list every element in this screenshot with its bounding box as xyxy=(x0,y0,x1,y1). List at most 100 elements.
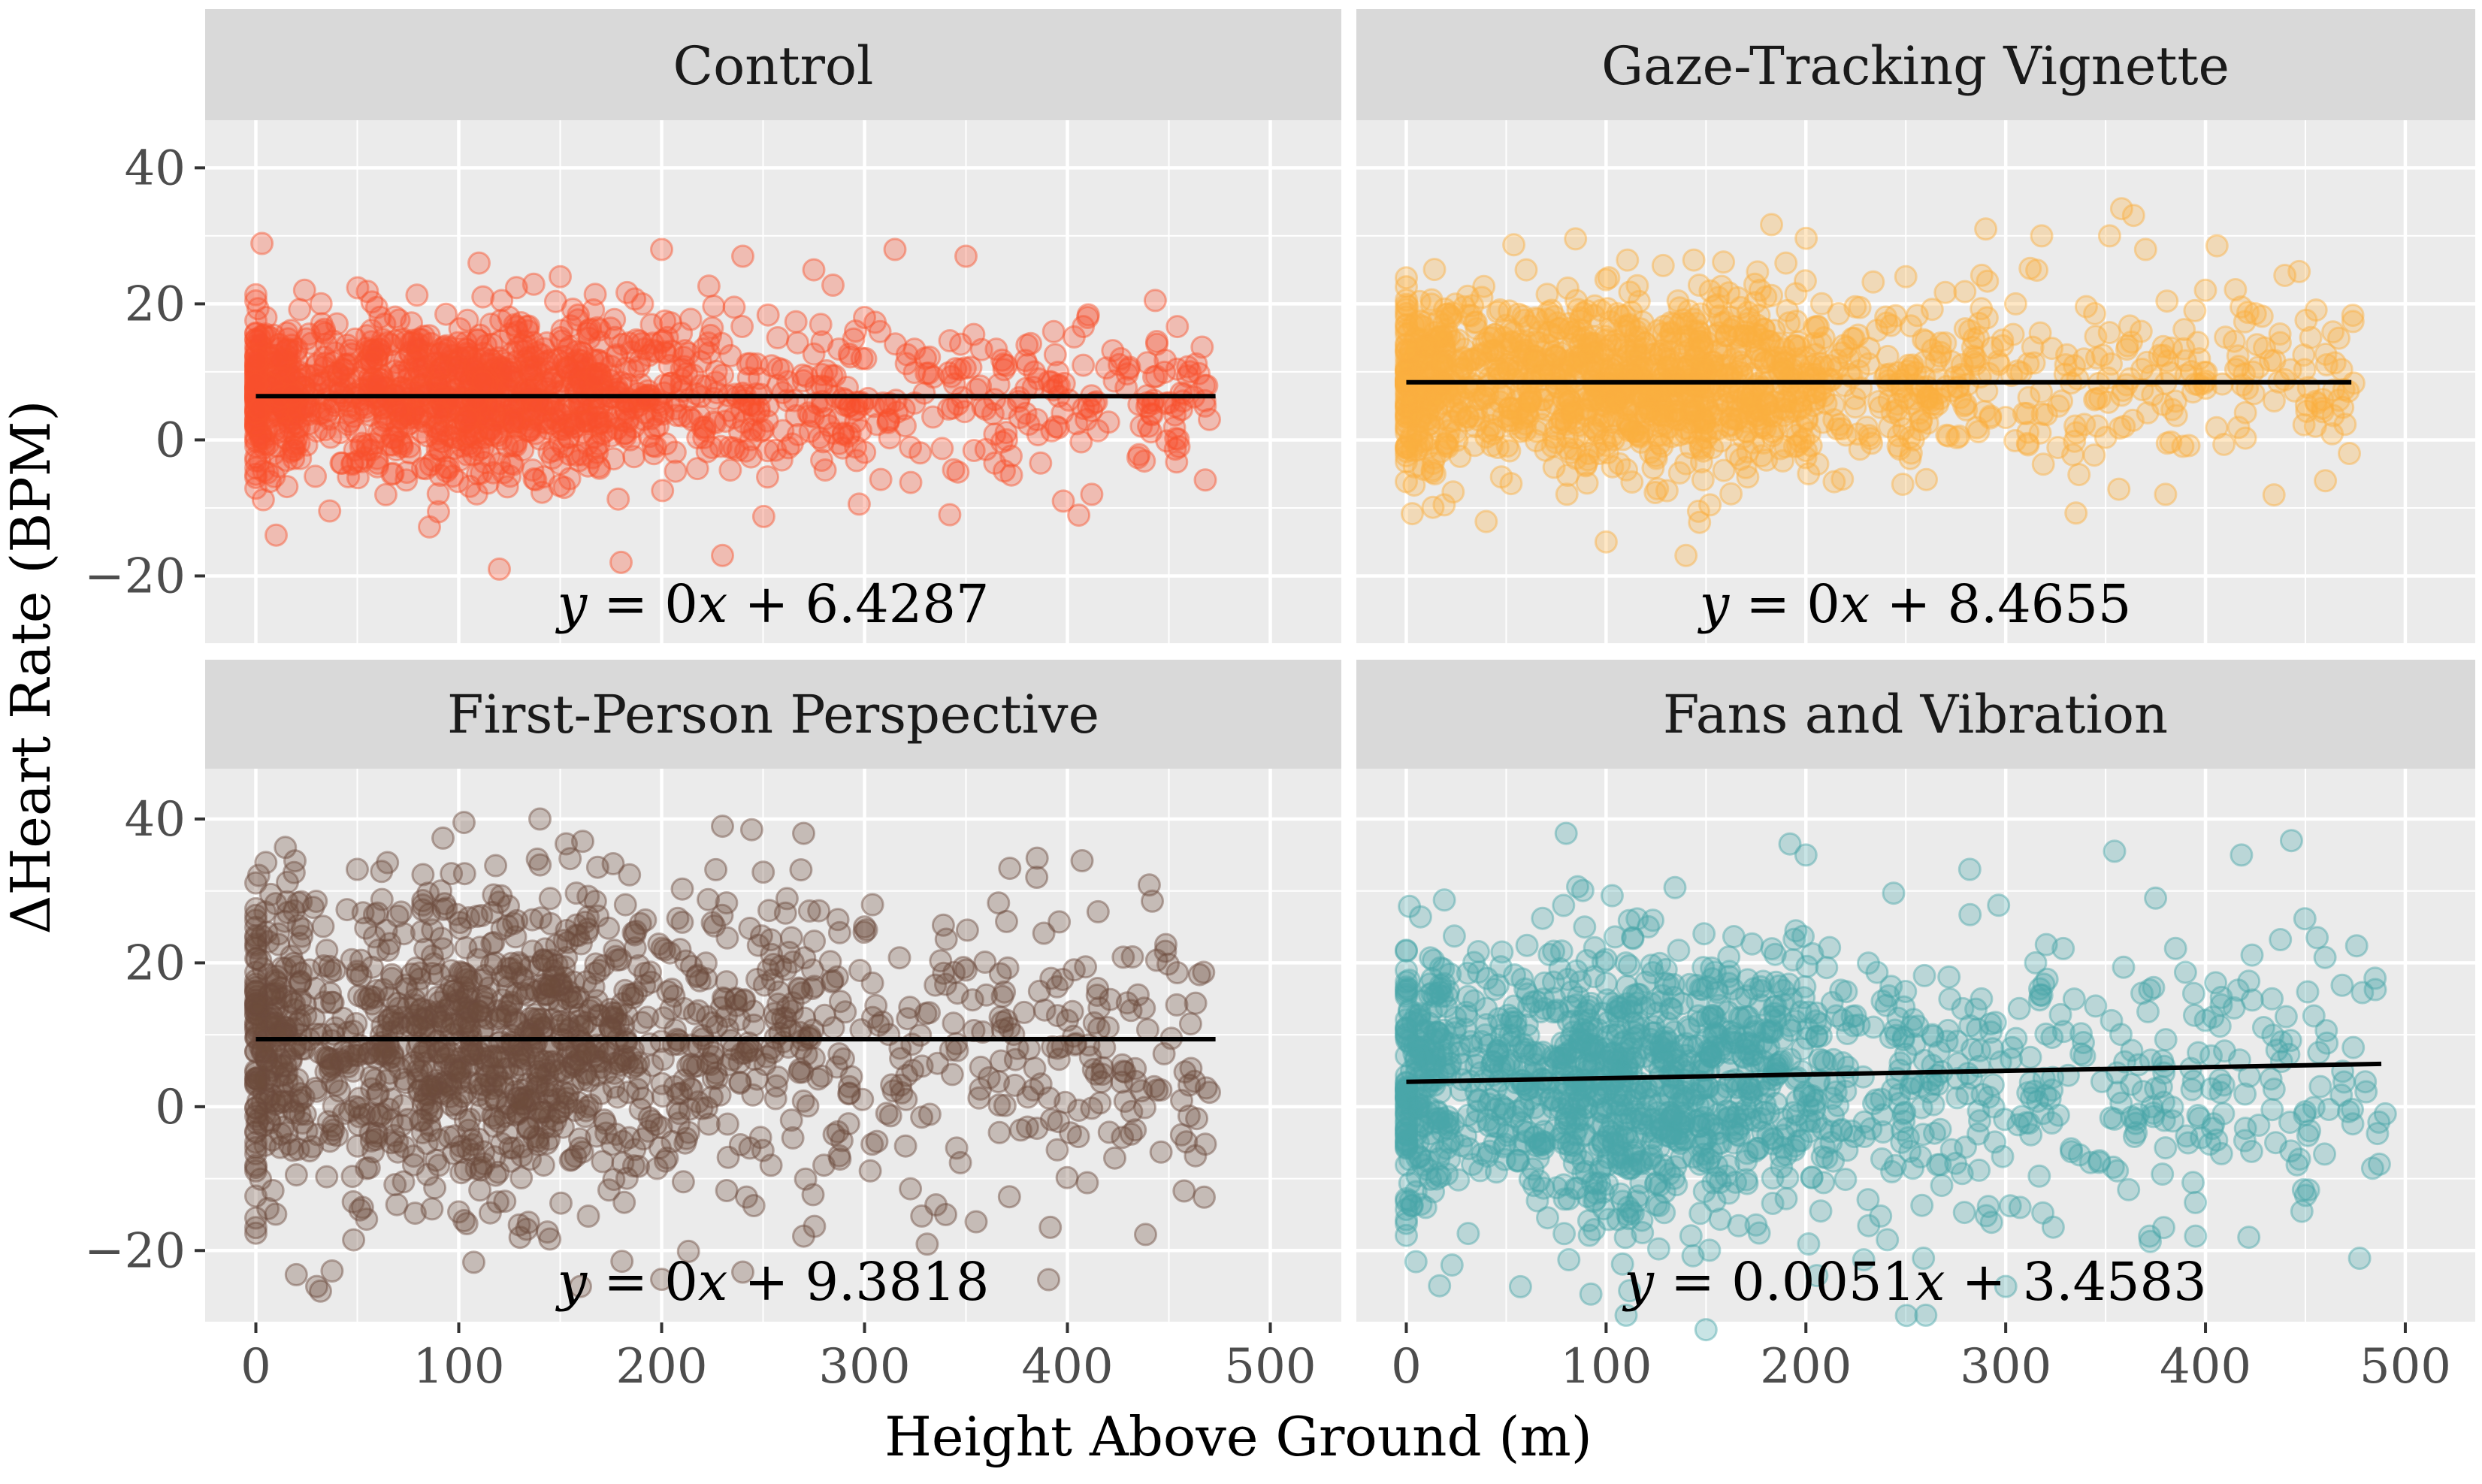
data-point-control xyxy=(249,422,273,446)
data-point-control xyxy=(573,359,597,383)
data-point-control xyxy=(606,487,630,511)
plot-area-control xyxy=(205,120,1341,644)
data-point-control xyxy=(1190,335,1214,359)
data-point-gaze-tracking-vignette xyxy=(1986,349,2010,373)
data-point-first-person-perspective xyxy=(250,993,274,1017)
data-point-gaze-tracking-vignette xyxy=(1456,405,1480,429)
data-point-first-person-perspective xyxy=(908,1023,933,1047)
data-point-control xyxy=(663,440,687,464)
data-point-control xyxy=(588,330,612,354)
data-point-control xyxy=(590,422,614,446)
data-point-first-person-perspective xyxy=(624,919,648,943)
data-point-control xyxy=(1101,339,1125,363)
data-point-first-person-perspective xyxy=(1025,846,1049,870)
data-point-control xyxy=(717,398,741,422)
data-point-control xyxy=(1080,482,1104,506)
data-point-first-person-perspective xyxy=(573,1105,597,1129)
data-point-control xyxy=(489,357,513,381)
data-point-gaze-tracking-vignette xyxy=(1846,359,1870,383)
data-point-control xyxy=(570,364,594,388)
data-point-control xyxy=(670,403,694,428)
data-point-control xyxy=(685,457,709,481)
data-point-gaze-tracking-vignette xyxy=(1625,274,1649,298)
data-point-control xyxy=(252,427,276,451)
data-point-control xyxy=(644,403,668,427)
data-point-fans-and-vibration xyxy=(1834,1168,1858,1192)
data-point-first-person-perspective xyxy=(914,1002,938,1026)
data-point-first-person-perspective xyxy=(887,946,911,970)
data-point-control xyxy=(360,290,384,314)
data-point-control xyxy=(342,404,366,428)
data-point-control xyxy=(539,367,563,391)
data-point-gaze-tracking-vignette xyxy=(1400,438,1424,462)
data-point-first-person-perspective xyxy=(489,884,513,908)
data-point-gaze-tracking-vignette xyxy=(1563,437,1587,461)
data-point-control xyxy=(711,543,734,567)
data-point-gaze-tracking-vignette xyxy=(2021,335,2045,359)
data-point-control xyxy=(394,330,418,353)
data-point-gaze-tracking-vignette xyxy=(2003,292,2027,316)
data-point-control xyxy=(488,355,512,379)
data-point-control xyxy=(340,452,364,476)
gridlines-control xyxy=(205,120,1341,645)
data-point-first-person-perspective xyxy=(715,891,739,915)
data-point-first-person-perspective xyxy=(697,1112,721,1136)
data-point-first-person-perspective xyxy=(449,1161,473,1185)
data-point-gaze-tracking-vignette xyxy=(1676,299,1701,323)
data-point-first-person-perspective xyxy=(910,1204,934,1228)
data-point-first-person-perspective xyxy=(613,893,637,917)
data-point-control xyxy=(307,402,331,426)
data-point-control xyxy=(693,416,717,439)
data-point-first-person-perspective xyxy=(1129,1079,1153,1103)
data-point-first-person-perspective xyxy=(280,990,304,1014)
data-point-gaze-tracking-vignette xyxy=(1877,388,1901,412)
data-point-control xyxy=(488,452,512,476)
data-point-first-person-perspective xyxy=(739,818,763,842)
data-point-gaze-tracking-vignette xyxy=(1903,373,1927,397)
panel-gaze-tracking-vignette: Gaze-Tracking Vignette y = 0x + 8.4655 xyxy=(1356,9,2475,645)
data-point-first-person-perspective xyxy=(335,898,359,922)
data-point-control xyxy=(561,397,585,422)
data-point-first-person-perspective xyxy=(342,1228,366,1252)
data-point-control xyxy=(244,372,268,396)
data-point-control xyxy=(486,361,510,385)
data-point-control xyxy=(959,355,983,379)
data-point-first-person-perspective xyxy=(803,929,827,954)
data-point-first-person-perspective xyxy=(370,860,394,884)
data-point-control xyxy=(364,295,388,319)
data-point-control xyxy=(244,338,268,362)
data-point-control xyxy=(402,349,426,373)
equation-y-first-person-perspective: y xyxy=(555,1251,588,1313)
data-point-first-person-perspective xyxy=(1172,1179,1196,1203)
data-point-gaze-tracking-vignette xyxy=(1754,285,1778,309)
data-point-first-person-perspective xyxy=(748,1126,772,1150)
data-point-control xyxy=(603,307,627,331)
panel-fans-and-vibration: Fans and Vibration y = 0.0051x + 3.4583 xyxy=(1356,660,2475,1342)
data-point-gaze-tracking-vignette xyxy=(1687,274,1711,297)
data-point-first-person-perspective xyxy=(381,1044,405,1068)
data-point-first-person-perspective xyxy=(1111,1126,1135,1150)
data-point-control xyxy=(810,449,833,472)
data-point-control xyxy=(488,557,511,581)
data-point-first-person-perspective xyxy=(670,877,694,901)
data-point-control xyxy=(782,388,806,413)
data-point-first-person-perspective xyxy=(354,916,378,940)
data-point-control xyxy=(248,326,272,350)
data-point-gaze-tracking-vignette xyxy=(2294,393,2318,417)
data-point-control xyxy=(498,364,522,388)
data-point-first-person-perspective xyxy=(244,1206,268,1230)
data-point-control xyxy=(338,367,362,391)
data-point-first-person-perspective xyxy=(860,1132,884,1156)
data-point-gaze-tracking-vignette xyxy=(1716,414,1740,438)
data-point-control xyxy=(534,376,558,400)
data-point-first-person-perspective xyxy=(609,948,633,972)
data-point-control xyxy=(731,381,754,405)
data-point-first-person-perspective xyxy=(647,932,671,956)
data-point-first-person-perspective xyxy=(751,860,775,884)
equation-eq-first-person-perspective: = 0 xyxy=(587,1251,698,1313)
data-point-first-person-perspective xyxy=(942,1011,966,1035)
data-point-first-person-perspective xyxy=(290,917,314,941)
data-point-first-person-perspective xyxy=(704,857,728,881)
data-point-gaze-tracking-vignette xyxy=(2262,389,2286,413)
data-point-control xyxy=(278,402,302,426)
